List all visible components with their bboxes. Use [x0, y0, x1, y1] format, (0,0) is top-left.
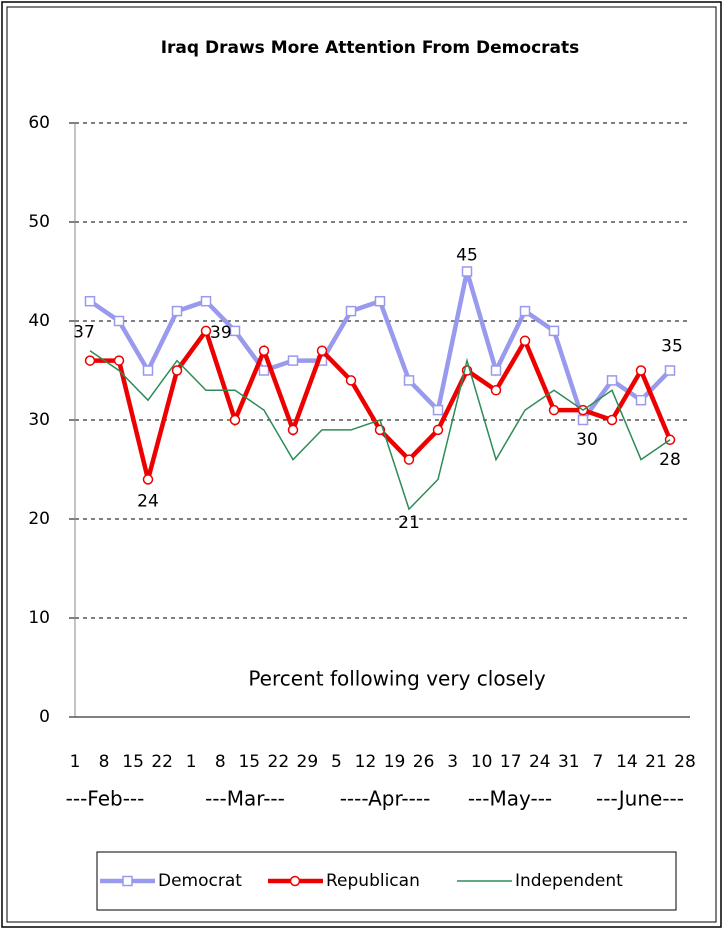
legend-marker — [122, 875, 133, 887]
marker — [229, 414, 241, 426]
month-label: ---Feb--- — [66, 787, 145, 811]
x-tick-label: 22 — [151, 752, 173, 772]
marker — [113, 315, 125, 327]
series-line — [88, 270, 672, 425]
x-tick-label: 22 — [268, 752, 290, 772]
legend-label: Republican — [326, 871, 420, 891]
x-tick-label: 3 — [447, 752, 458, 772]
marker — [403, 375, 415, 386]
x-tick-label: 5 — [331, 752, 342, 772]
data-label: 24 — [137, 491, 159, 511]
y-tick-label: 40 — [28, 311, 50, 331]
marker — [345, 305, 357, 317]
data-label: 37 — [73, 323, 95, 343]
y-tick-label: 20 — [28, 509, 50, 529]
marker — [548, 404, 560, 416]
x-tick-label: 1 — [186, 752, 197, 772]
marker — [519, 335, 531, 347]
series-line — [89, 350, 671, 511]
marker — [432, 424, 444, 436]
marker — [635, 394, 647, 406]
x-tick-label: 17 — [500, 752, 522, 772]
marker — [287, 355, 299, 366]
data-label: 35 — [661, 337, 683, 357]
legend-label: Independent — [515, 871, 623, 891]
marker — [258, 365, 270, 376]
marker — [113, 355, 125, 366]
marker — [200, 295, 212, 307]
x-tick-label: 15 — [238, 752, 260, 772]
marker — [432, 404, 444, 416]
x-tick-label: 26 — [413, 752, 435, 772]
marker — [200, 325, 212, 337]
month-label: ---Mar--- — [205, 787, 285, 811]
y-tick-label: 60 — [28, 113, 50, 133]
marker — [316, 345, 328, 356]
data-label: 30 — [576, 430, 598, 450]
marker — [403, 454, 415, 465]
marker — [519, 305, 531, 317]
y-tick-label: 30 — [28, 410, 50, 430]
x-tick-label: 10 — [471, 752, 493, 772]
marker — [490, 385, 502, 396]
marker — [142, 474, 154, 485]
annotation: Percent following very closely — [248, 667, 546, 691]
month-label: ---May--- — [468, 787, 552, 811]
legend-label: Democrat — [158, 871, 242, 891]
month-label: ----Apr---- — [340, 787, 431, 811]
data-label: 21 — [398, 513, 420, 533]
x-tick-label: 31 — [558, 752, 580, 772]
legend-box — [96, 851, 677, 911]
chart-title: Iraq Draws More Attention From Democrats — [161, 38, 580, 58]
x-tick-label: 24 — [529, 752, 551, 772]
data-label: 39 — [210, 323, 232, 343]
inner-frame — [6, 6, 717, 923]
marker — [606, 414, 618, 426]
x-tick-label: 15 — [122, 752, 144, 772]
marker — [171, 365, 183, 376]
marker — [229, 325, 241, 337]
data-label: 45 — [456, 246, 478, 266]
marker — [84, 355, 96, 366]
x-tick-label: 12 — [355, 752, 377, 772]
month-label: ---June--- — [596, 787, 684, 811]
marker — [635, 365, 647, 376]
marker — [142, 365, 154, 376]
marker — [171, 305, 183, 317]
marker — [461, 266, 473, 277]
x-tick-label: 8 — [215, 752, 226, 772]
marker — [490, 365, 502, 376]
data-label: 28 — [659, 450, 681, 470]
x-tick-label: 21 — [645, 752, 667, 772]
marker — [374, 295, 386, 307]
legend-marker — [289, 875, 301, 887]
marker — [84, 295, 96, 307]
y-tick-label: 0 — [39, 707, 50, 727]
marker — [577, 414, 589, 426]
x-tick-label: 14 — [616, 752, 638, 772]
marker — [258, 345, 270, 356]
y-tick-label: 10 — [28, 608, 50, 628]
x-tick-label: 7 — [592, 752, 603, 772]
y-tick-label: 50 — [28, 212, 50, 232]
x-tick-label: 19 — [384, 752, 406, 772]
marker — [606, 375, 618, 386]
x-tick-label: 8 — [99, 752, 110, 772]
x-tick-label: 29 — [297, 752, 319, 772]
marker — [287, 424, 299, 436]
x-tick-label: 28 — [674, 752, 696, 772]
marker — [664, 365, 676, 376]
marker — [345, 375, 357, 386]
x-tick-label: 1 — [70, 752, 81, 772]
marker — [548, 325, 560, 337]
